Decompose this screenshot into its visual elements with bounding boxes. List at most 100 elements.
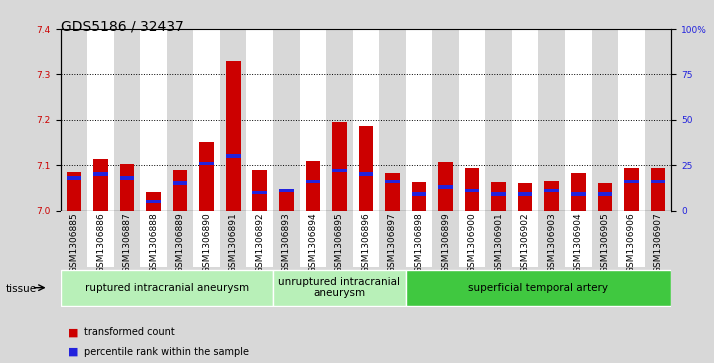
Bar [193, 29, 220, 211]
Bar [358, 172, 373, 176]
Text: superficial temporal artery: superficial temporal artery [468, 283, 608, 293]
Bar [300, 211, 326, 267]
Bar [273, 211, 300, 267]
Bar [385, 173, 400, 211]
Bar [220, 29, 246, 211]
Bar [226, 61, 241, 211]
Bar [220, 211, 246, 267]
Bar [512, 29, 538, 211]
Text: GSM1306893: GSM1306893 [282, 212, 291, 273]
Bar [61, 270, 273, 306]
Bar [650, 180, 665, 183]
Text: GSM1306900: GSM1306900 [468, 212, 476, 273]
Text: GSM1306885: GSM1306885 [69, 212, 79, 273]
Bar [326, 29, 353, 211]
Bar [385, 180, 400, 183]
Bar [645, 211, 671, 267]
Bar [486, 211, 512, 267]
Bar [518, 192, 533, 196]
Text: percentile rank within the sample: percentile rank within the sample [84, 347, 248, 357]
Bar [87, 211, 114, 267]
Bar [645, 29, 671, 211]
Text: GSM1306899: GSM1306899 [441, 212, 450, 273]
Bar [491, 192, 506, 196]
Text: GSM1306888: GSM1306888 [149, 212, 158, 273]
Bar [591, 29, 618, 211]
Bar [306, 160, 320, 211]
Bar [412, 182, 426, 211]
Bar [120, 164, 134, 211]
Bar [199, 162, 214, 165]
Text: GSM1306894: GSM1306894 [308, 212, 317, 273]
Text: GSM1306886: GSM1306886 [96, 212, 105, 273]
Text: GSM1306897: GSM1306897 [388, 212, 397, 273]
Text: tissue: tissue [6, 284, 37, 294]
Bar [518, 183, 533, 211]
Bar [273, 29, 300, 211]
Text: GSM1306903: GSM1306903 [547, 212, 556, 273]
Text: GSM1306895: GSM1306895 [335, 212, 344, 273]
Bar [173, 170, 188, 211]
Bar [114, 29, 141, 211]
Bar [120, 176, 134, 180]
Text: ■: ■ [68, 327, 79, 337]
Bar [565, 211, 591, 267]
Bar [538, 211, 565, 267]
Bar [432, 211, 459, 267]
Bar [353, 211, 379, 267]
Text: GSM1306901: GSM1306901 [494, 212, 503, 273]
Text: GSM1306898: GSM1306898 [415, 212, 423, 273]
Bar [406, 29, 432, 211]
Bar [300, 29, 326, 211]
Bar [246, 29, 273, 211]
Bar [650, 168, 665, 211]
Text: GSM1306896: GSM1306896 [361, 212, 371, 273]
Bar [61, 29, 87, 211]
Bar [253, 191, 267, 194]
Text: GSM1306905: GSM1306905 [600, 212, 609, 273]
Text: unruptured intracranial
aneurysm: unruptured intracranial aneurysm [278, 277, 401, 298]
Bar [465, 189, 479, 192]
Bar [491, 182, 506, 211]
Text: GSM1306887: GSM1306887 [123, 212, 131, 273]
Bar [279, 192, 293, 211]
Bar [199, 142, 214, 211]
Text: GSM1306890: GSM1306890 [202, 212, 211, 273]
Bar [465, 168, 479, 211]
Bar [332, 122, 347, 211]
Text: ■: ■ [68, 347, 79, 357]
Bar [141, 29, 167, 211]
Bar [512, 211, 538, 267]
Bar [459, 29, 486, 211]
Bar [571, 174, 585, 211]
Text: GSM1306904: GSM1306904 [574, 212, 583, 273]
Bar [565, 29, 591, 211]
Text: transformed count: transformed count [84, 327, 174, 337]
Text: GSM1306892: GSM1306892 [256, 212, 264, 273]
Bar [358, 126, 373, 211]
Bar [598, 183, 612, 211]
Bar [544, 181, 559, 211]
Bar [412, 192, 426, 196]
Bar [279, 189, 293, 192]
Bar [146, 200, 161, 203]
Bar [432, 29, 459, 211]
Bar [618, 29, 645, 211]
Bar [146, 192, 161, 211]
Bar [226, 154, 241, 158]
Bar [406, 270, 671, 306]
Text: GSM1306907: GSM1306907 [653, 212, 663, 273]
Text: GSM1306889: GSM1306889 [176, 212, 185, 273]
Bar [353, 29, 379, 211]
Bar [598, 192, 612, 196]
Bar [193, 211, 220, 267]
Bar [61, 211, 87, 267]
Bar [167, 211, 193, 267]
Text: GSM1306902: GSM1306902 [521, 212, 530, 273]
Bar [66, 176, 81, 180]
Bar [332, 169, 347, 172]
Bar [246, 211, 273, 267]
Bar [306, 180, 320, 183]
Bar [326, 211, 353, 267]
Bar [173, 182, 188, 185]
